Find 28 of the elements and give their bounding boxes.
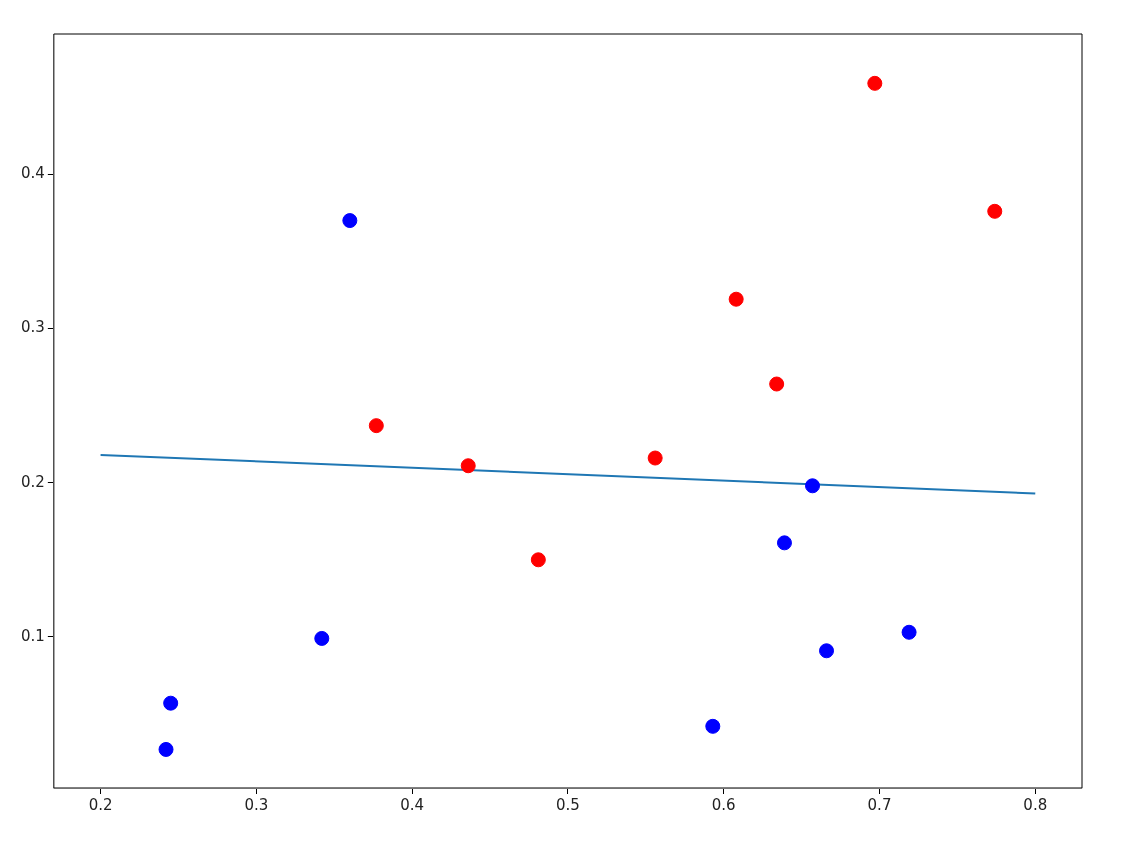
x-tick-label: 0.3	[244, 795, 269, 814]
x-tick-label: 0.6	[711, 795, 736, 814]
point	[901, 624, 917, 640]
point	[342, 213, 358, 229]
point	[705, 718, 721, 734]
point	[314, 630, 330, 646]
point	[163, 695, 179, 711]
point	[530, 552, 546, 568]
point	[647, 450, 663, 466]
point	[460, 458, 476, 474]
x-tick-label: 0.8	[1023, 795, 1048, 814]
x-tick-label: 0.4	[400, 795, 425, 814]
y-tick-label: 0.4	[21, 164, 45, 183]
x-tick-label: 0.5	[556, 795, 580, 814]
point	[819, 643, 835, 659]
y-tick-label: 0.3	[21, 318, 45, 337]
point	[805, 478, 820, 494]
x-tick-label: 0.7	[867, 795, 892, 814]
point	[728, 291, 744, 307]
y-tick-label: 0.2	[21, 472, 45, 491]
point	[368, 418, 384, 434]
y-tick-label: 0.1	[21, 626, 45, 645]
point	[769, 376, 785, 392]
x-tick-label: 0.2	[88, 795, 113, 814]
point	[158, 741, 174, 757]
point	[867, 75, 883, 91]
point	[776, 535, 792, 551]
point	[987, 203, 1003, 219]
